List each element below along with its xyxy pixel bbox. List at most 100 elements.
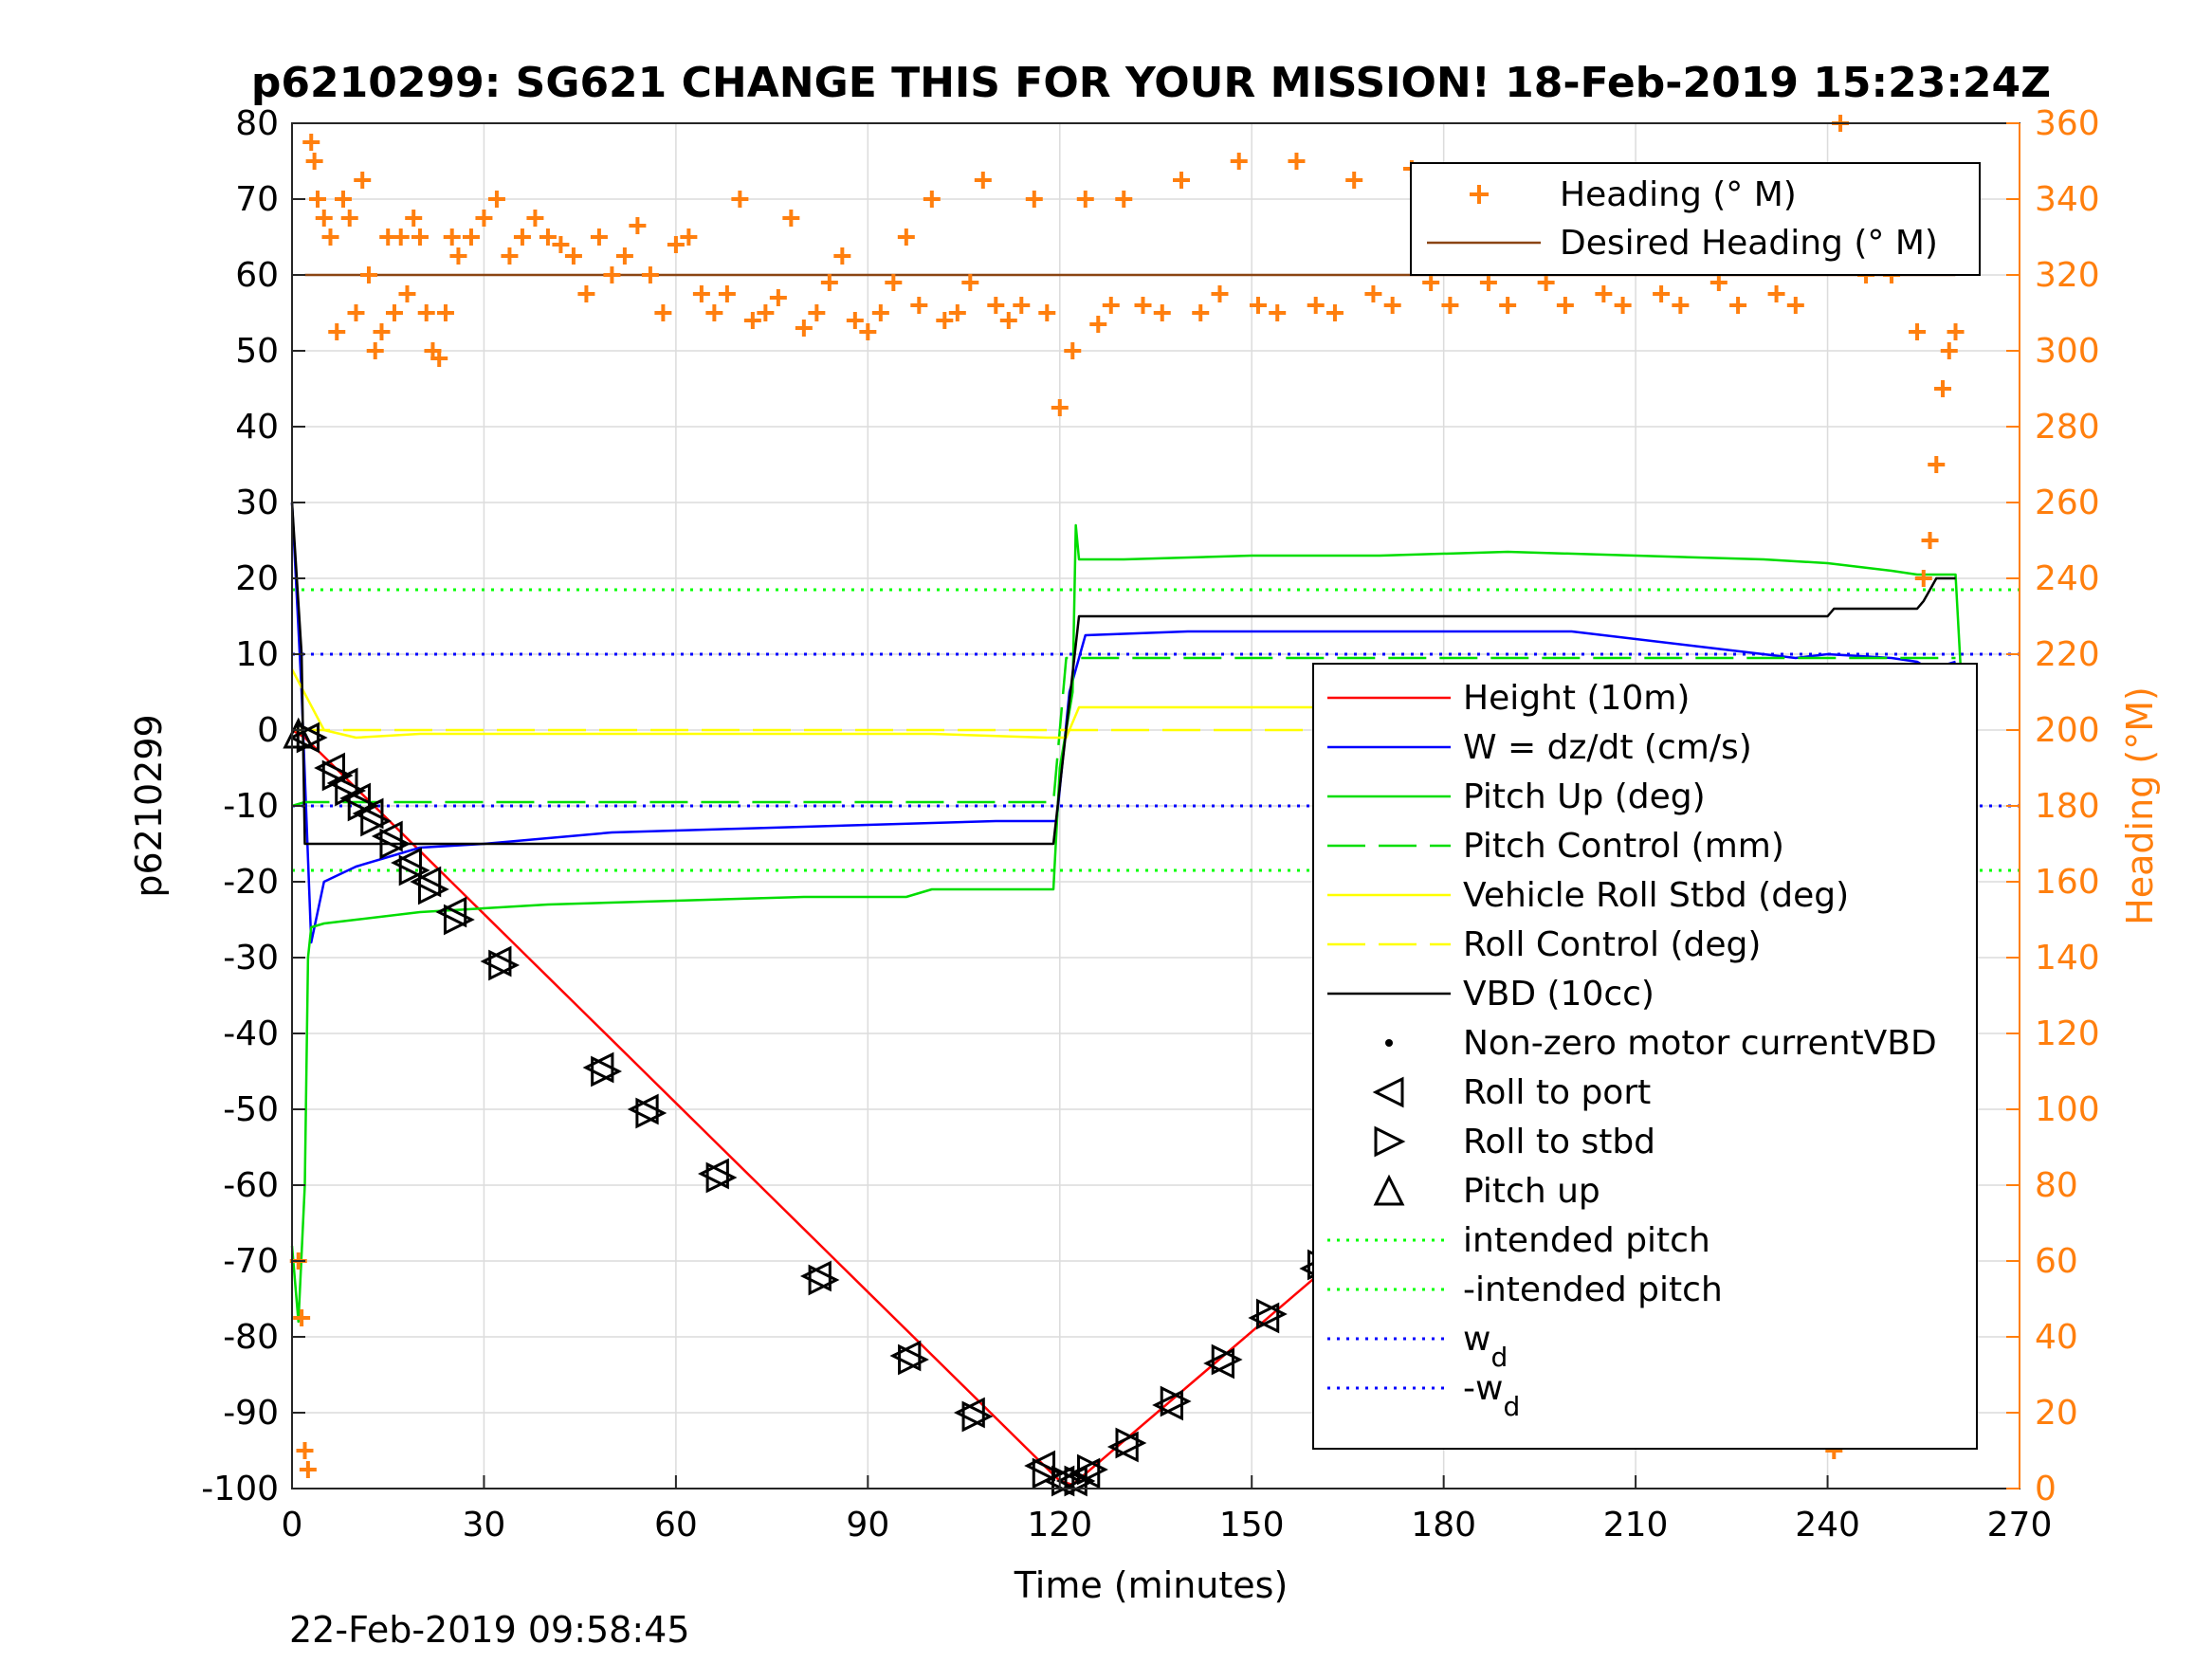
x-tick-label: 120 [1027, 1506, 1092, 1544]
heading-point [1479, 274, 1497, 291]
heading-point [340, 210, 358, 227]
heading-point [315, 210, 333, 227]
y-right-tick-label: 280 [2035, 408, 2100, 447]
heading-point [1307, 297, 1325, 314]
roll-to-stbd-marker [898, 1343, 929, 1376]
heading-point [1441, 297, 1459, 314]
roll-to-stbd-marker [1115, 1427, 1147, 1459]
heading-point [987, 297, 1005, 314]
heading-point [430, 350, 448, 367]
roll-to-port-marker [435, 896, 467, 928]
heading-point [1614, 297, 1632, 314]
heading-point [1025, 191, 1043, 208]
roll-to-stbd-marker [808, 1264, 840, 1296]
heading-point [1934, 380, 1952, 397]
y-right-tick-label: 220 [2035, 635, 2100, 674]
roll-to-stbd-marker [591, 1055, 623, 1087]
heading-point [366, 342, 384, 359]
heading-point [718, 285, 736, 302]
chart-title: p6210299: SG621 CHANGE THIS FOR YOUR MIS… [251, 59, 2051, 107]
roll-to-stbd-marker [1160, 1385, 1192, 1417]
series-line [291, 656, 1956, 808]
legend-entry-roll-port: Roll to port [1463, 1073, 1651, 1112]
heading-point [603, 266, 621, 283]
x-tick-label: 30 [463, 1506, 506, 1544]
legend-entry-intended-pitch: intended pitch [1463, 1221, 1710, 1260]
legend-pitch-up-sample [1373, 1174, 1405, 1206]
y-tick-label: 80 [235, 104, 279, 143]
roll-to-port-marker [314, 752, 345, 784]
heading-point [293, 1309, 311, 1326]
heading-point [1709, 274, 1728, 291]
heading-point [1089, 316, 1107, 333]
heading-point [1364, 285, 1382, 302]
heading-point [552, 236, 570, 253]
roll-to-stbd-marker [1032, 1457, 1064, 1489]
heading-point [1729, 297, 1747, 314]
x-tick-label: 240 [1795, 1506, 1860, 1544]
heading-point [1556, 297, 1574, 314]
y-tick-label: 50 [235, 332, 279, 371]
heading-point [1269, 304, 1287, 321]
y-tick-label: -40 [223, 1014, 279, 1053]
reference-lines [292, 588, 2020, 872]
heading-point [871, 304, 889, 321]
heading-point [513, 228, 531, 246]
heading-point [859, 323, 877, 340]
x-tick-label: 150 [1219, 1506, 1285, 1544]
heading-point [820, 274, 838, 291]
y-tick-label: 60 [235, 256, 279, 295]
y-tick-label: -10 [223, 787, 279, 826]
y-right-tick-label: 320 [2035, 256, 2100, 295]
heading-point [961, 274, 979, 291]
y-axis-label-right: Heading (°M) [2119, 686, 2161, 925]
heading-point [999, 312, 1017, 329]
heading-point [1134, 297, 1152, 314]
legend-heading-box [1410, 162, 1981, 276]
heading-point [1064, 342, 1082, 359]
roll-to-stbd-marker [705, 1161, 738, 1194]
heading-point [299, 1461, 317, 1478]
heading-point [462, 228, 480, 246]
y-right-tick-label: 260 [2035, 484, 2100, 522]
heading-point [1921, 532, 1939, 549]
heading-point [302, 134, 320, 151]
footer-timestamp: 22-Feb-2019 09:58:45 [289, 1609, 690, 1651]
heading-point [667, 236, 685, 253]
axes: 0 30 60 90 120 150 180 210 240 270-100-90-80-70-6… [201, 104, 2099, 1544]
heading-point [1947, 323, 1965, 340]
heading-point [1786, 297, 1804, 314]
heading-point [487, 191, 505, 208]
heading-point [1653, 285, 1671, 302]
roll-to-stbd-marker [635, 1097, 667, 1129]
heading-point [334, 191, 352, 208]
y-tick-label: -80 [223, 1318, 279, 1357]
legend-port-sample [1372, 1076, 1404, 1108]
heading-point [501, 247, 519, 265]
x-tick-label: 180 [1411, 1506, 1476, 1544]
heading-point [1102, 297, 1120, 314]
heading-point [354, 172, 372, 189]
heading-point [1076, 191, 1094, 208]
heading-point [654, 304, 672, 321]
roll-to-stbd-marker [1077, 1453, 1108, 1486]
y-tick-label: 0 [257, 711, 279, 750]
legend-main-box [1312, 663, 1978, 1450]
heading-point [347, 304, 365, 321]
legend-entry-motor-current: Non-zero motor currentVBD [1463, 1024, 1937, 1063]
heading-point [846, 312, 864, 329]
heading-point [392, 228, 410, 246]
heading-point [936, 312, 954, 329]
legend-entry-vbd: VBD (10cc) [1463, 975, 1654, 1014]
heading-point [1595, 285, 1613, 302]
heading-point [1940, 342, 1958, 359]
heading-point [769, 289, 787, 306]
roll-to-stbd-marker [961, 1400, 994, 1433]
heading-point [373, 323, 391, 340]
heading-point [1038, 304, 1056, 321]
heading-point [897, 228, 915, 246]
heading-point [436, 304, 454, 321]
roll-to-port-marker [326, 767, 358, 799]
legend-entry-roll-stbd: Vehicle Roll Stbd (deg) [1463, 876, 1849, 915]
legend-main: Height (10m) W = dz/dt (cm/s) Pitch Up (… [1312, 663, 1978, 1450]
